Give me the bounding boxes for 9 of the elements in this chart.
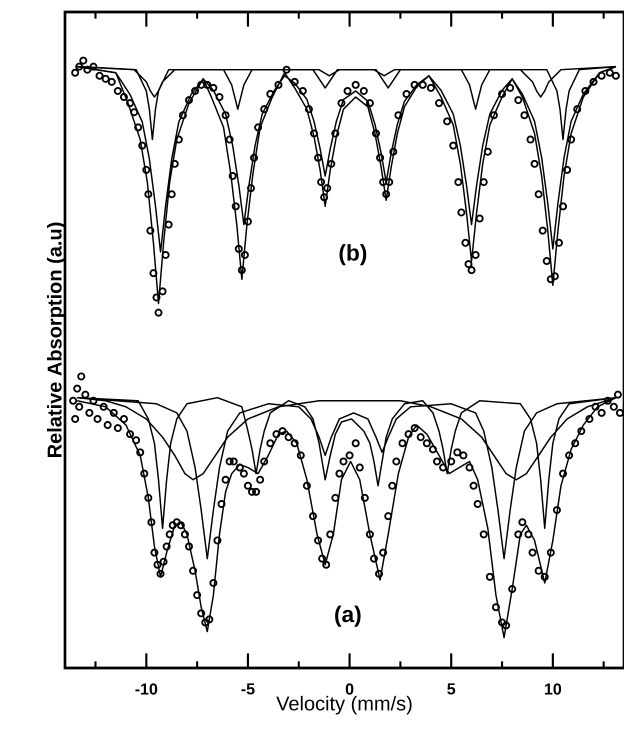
x-tick-label: 0 bbox=[346, 683, 354, 695]
x-tick-label: 10 bbox=[544, 683, 562, 695]
x-tick-label: 5 bbox=[447, 683, 456, 695]
y-axis-title: Relative Absorption (a.u) bbox=[46, 222, 66, 458]
x-tick-label: -10 bbox=[135, 683, 158, 695]
annotation: (a) bbox=[335, 606, 361, 627]
x-tick-label: -5 bbox=[241, 683, 255, 695]
annotation: (b) bbox=[340, 244, 366, 266]
x-axis-title: Velocity (mm/s) bbox=[276, 696, 412, 714]
